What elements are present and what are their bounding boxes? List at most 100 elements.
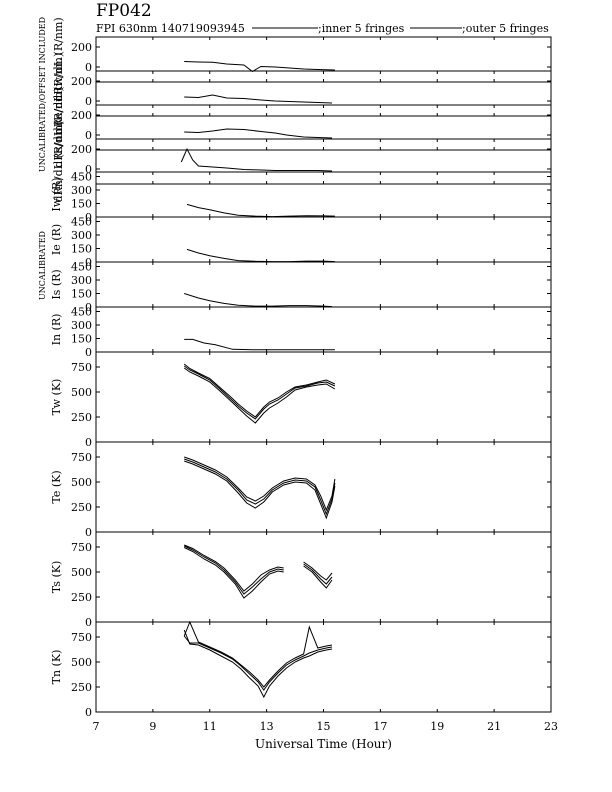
y-tick-label: 250: [71, 591, 92, 604]
figure-subtitle: FPI 630nm 140719093945: [96, 22, 245, 35]
y-axis-label: Ie (R): [50, 224, 63, 255]
y-tick-label: 750: [71, 361, 92, 374]
y-tick-label: 450: [71, 306, 92, 319]
x-tick-label: 11: [203, 720, 217, 733]
y-tick-label: 0: [85, 163, 92, 176]
side-label-offset: UNCALIBRATED/OFFSET INCLUDED: [38, 17, 47, 172]
y-tick-label: 0: [85, 61, 92, 74]
x-axis-label: Universal Time (Hour): [255, 737, 392, 751]
series-line: [184, 293, 333, 308]
y-tick-label: 450: [71, 261, 92, 274]
y-tick-label: 750: [71, 541, 92, 554]
y-axis-label: dRn/dL (R/nm): [52, 120, 65, 202]
legend-outer-label: ;outer 5 fringes: [462, 22, 549, 35]
y-tick-label: 0: [85, 706, 92, 719]
x-tick-label: 13: [260, 720, 274, 733]
x-tick-label: 9: [149, 720, 156, 733]
y-tick-label: 750: [71, 631, 92, 644]
plot-frame: [95, 441, 552, 533]
series-line: [184, 460, 336, 520]
plot-frame: [95, 104, 552, 151]
plot-frame: [95, 138, 552, 185]
series-line: [183, 620, 333, 688]
plot-frame: [95, 351, 552, 443]
y-axis-label: dRw/dL (R/nm): [52, 17, 65, 101]
y-axis-label: Iw (R): [50, 177, 63, 211]
y-tick-label: 300: [71, 319, 92, 332]
y-tick-label: 450: [71, 171, 92, 184]
y-axis-label: Tn (K): [50, 650, 63, 685]
y-tick-label: 200: [71, 75, 92, 88]
y-axis-label: Tw (K): [50, 379, 63, 416]
series-line: [183, 635, 333, 691]
plot-frame: [95, 216, 552, 263]
x-tick-label: 15: [317, 720, 331, 733]
series-line: [183, 365, 336, 420]
y-tick-label: 0: [85, 436, 92, 449]
y-tick-label: 200: [71, 109, 92, 122]
y-tick-label: 250: [71, 681, 92, 694]
figure-title: FP042: [96, 1, 152, 21]
x-tick-label: 21: [487, 720, 501, 733]
y-tick-label: 0: [85, 129, 92, 142]
y-tick-label: 0: [85, 526, 92, 539]
panel-Te: 0 250 500 750 Te (K): [50, 441, 552, 539]
y-tick-label: 500: [71, 656, 92, 669]
panel-Tn: 0 250 500 750 Tn (K): [50, 620, 552, 719]
x-tick-label: 7: [93, 720, 100, 733]
y-tick-label: 500: [71, 566, 92, 579]
y-tick-label: 0: [85, 301, 92, 314]
series-line: [180, 147, 333, 172]
y-tick-label: 450: [71, 216, 92, 229]
plot-frame: [95, 531, 552, 623]
plot-frame: [95, 70, 552, 117]
plot-frame: [95, 261, 552, 308]
y-tick-label: 0: [85, 616, 92, 629]
y-tick-label: 300: [71, 184, 92, 197]
y-axis-label: Ts (K): [50, 561, 63, 593]
plot-frame: [95, 621, 552, 713]
x-axis: 7 9 11 13 15 17 19 21 23 Universal Time (Hour): [93, 720, 559, 751]
series-line: [183, 367, 336, 424]
y-tick-label: 150: [71, 288, 92, 301]
series-line: [186, 203, 335, 218]
series-line: [184, 338, 335, 351]
y-tick-label: 0: [85, 211, 92, 224]
y-axis-label: Is (R): [50, 269, 63, 299]
series-line: [184, 456, 336, 512]
legend-inner-label: ;inner 5 fringes: [318, 22, 405, 35]
y-tick-label: 200: [71, 41, 92, 54]
plot-frame: [95, 36, 552, 83]
panel-Tw: 0 250 500 750 Tw (K): [50, 351, 552, 449]
panel-Ts: 0 250 500 750 Ts (K): [50, 531, 552, 629]
plot-frame: [95, 171, 552, 218]
y-axis-label: In (R): [50, 314, 63, 346]
y-axis-label: Te (K): [50, 470, 63, 503]
y-tick-label: 0: [85, 95, 92, 108]
series-line: [183, 629, 333, 699]
x-tick-label: 17: [373, 720, 387, 733]
y-tick-label: 500: [71, 386, 92, 399]
series-line: [184, 61, 335, 73]
series-line: [184, 544, 333, 592]
y-tick-label: 150: [71, 333, 92, 346]
y-tick-label: 150: [71, 243, 92, 256]
y-tick-label: 0: [85, 346, 92, 359]
y-tick-label: 250: [71, 501, 92, 514]
y-tick-label: 300: [71, 274, 92, 287]
plot-frame: [95, 306, 552, 353]
y-tick-label: 750: [71, 451, 92, 464]
y-tick-label: 0: [85, 256, 92, 269]
y-tick-label: 300: [71, 229, 92, 242]
series-line: [183, 363, 336, 418]
y-tick-label: 500: [71, 476, 92, 489]
